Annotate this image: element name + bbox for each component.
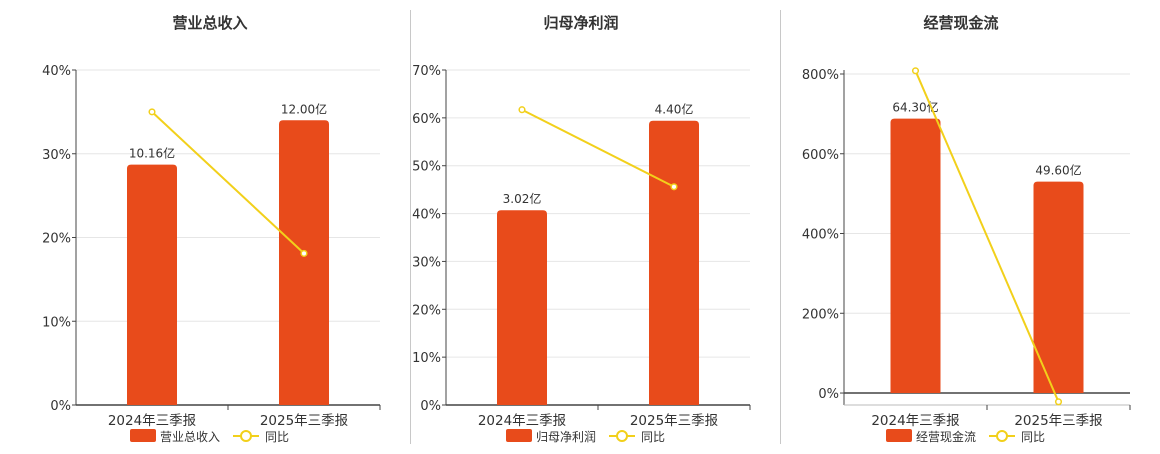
revenue-panel: 营业总收入 0% 10% 20% 30% 40% 10.16亿 2024年三季报 12.00亿 2… (0, 0, 410, 450)
x-tick-label: 2025年三季报 (260, 413, 348, 429)
net-profit-panel: 归母净利润 0% 10% 20% 30% 40% 50% 60% 70% 3.02亿 2024年三季… (411, 0, 780, 450)
legend-bar-swatch (886, 429, 912, 442)
panel-divider (780, 10, 781, 444)
yoy-point (670, 183, 678, 191)
legend-line-label: 同比 (1021, 430, 1045, 444)
yoy-point (148, 108, 156, 116)
y-tick-label: 40% (412, 208, 441, 223)
yoy-line (914, 70, 1060, 403)
bar-data-label: 4.40亿 (655, 102, 694, 117)
bar-data-label: 10.16亿 (129, 146, 175, 161)
y-tick-label: 200% (802, 307, 839, 322)
y-tick-label: 20% (412, 303, 441, 318)
legend-bar-label: 营业总收入 (160, 430, 220, 444)
yoy-line (151, 111, 305, 255)
revenue-chart: 营业总收入 0% 10% 20% 30% 40% 10.16亿 2024年三季报 12.00亿 2… (42, 14, 381, 444)
bar-data-label: 12.00亿 (281, 101, 327, 116)
y-tick-label: 50% (412, 160, 441, 175)
legend-line-marker (616, 430, 628, 442)
y-tick-label: 800% (802, 68, 839, 83)
y-tick-label: 0% (50, 399, 71, 414)
legend-line-marker (240, 430, 252, 442)
y-tick-label: 10% (42, 315, 71, 330)
bar (1033, 181, 1084, 394)
yoy-point (518, 106, 526, 114)
y-tick-label: 600% (802, 148, 839, 163)
yoy-point (1054, 398, 1063, 406)
legend-bar-swatch (130, 429, 156, 442)
bar (890, 118, 941, 394)
legend-line-label: 同比 (641, 430, 665, 444)
y-tick-label: 20% (42, 232, 71, 247)
legend-line-marker (996, 430, 1008, 442)
y-tick-label: 70% (412, 64, 441, 79)
x-tick-label: 2025年三季报 (630, 413, 718, 429)
legend-bar-swatch (506, 429, 532, 442)
x-tick-label: 2024年三季报 (871, 413, 959, 429)
x-tick-label: 2025年三季报 (1014, 413, 1102, 429)
net-profit-chart: 归母净利润 0% 10% 20% 30% 40% 50% 60% 70% 3.02亿 2024年三季… (412, 14, 751, 444)
yoy-point (300, 249, 308, 257)
cashflow-chart: 经营现金流 0% 200% 400% 600% 800% 64.30亿 2024年三季报 49.… (802, 14, 1131, 444)
legend-bar-label: 归母净利润 (536, 430, 596, 444)
x-tick-label: 2024年三季报 (108, 413, 196, 429)
chart-title: 营业总收入 (172, 14, 247, 32)
y-tick-label: 30% (42, 148, 71, 163)
bar (279, 120, 329, 405)
y-tick-label: 0% (420, 399, 441, 414)
panel-divider (410, 10, 411, 444)
chart-title: 经营现金流 (923, 14, 998, 32)
cashflow-panel: 经营现金流 0% 200% 400% 600% 800% 64.30亿 2024年三季报 49.… (781, 0, 1160, 450)
legend-bar-label: 经营现金流 (916, 429, 976, 444)
x-tick-label: 2024年三季报 (478, 413, 566, 429)
y-tick-label: 30% (412, 255, 441, 270)
y-tick-label: 400% (802, 228, 839, 243)
y-tick-label: 60% (412, 112, 441, 127)
bar-data-label: 3.02亿 (503, 191, 542, 206)
bar-data-label: 49.60亿 (1035, 163, 1081, 178)
y-tick-label: 0% (818, 387, 839, 402)
yoy-point (911, 67, 920, 75)
y-tick-label: 40% (42, 64, 71, 79)
bar (127, 164, 177, 405)
y-tick-label: 10% (412, 351, 441, 366)
yoy-line (521, 108, 675, 188)
chart-title: 归母净利润 (543, 14, 618, 32)
bar-data-label: 64.30亿 (892, 100, 938, 115)
legend-line-label: 同比 (265, 430, 289, 444)
bar (649, 120, 699, 405)
bar (497, 210, 547, 405)
